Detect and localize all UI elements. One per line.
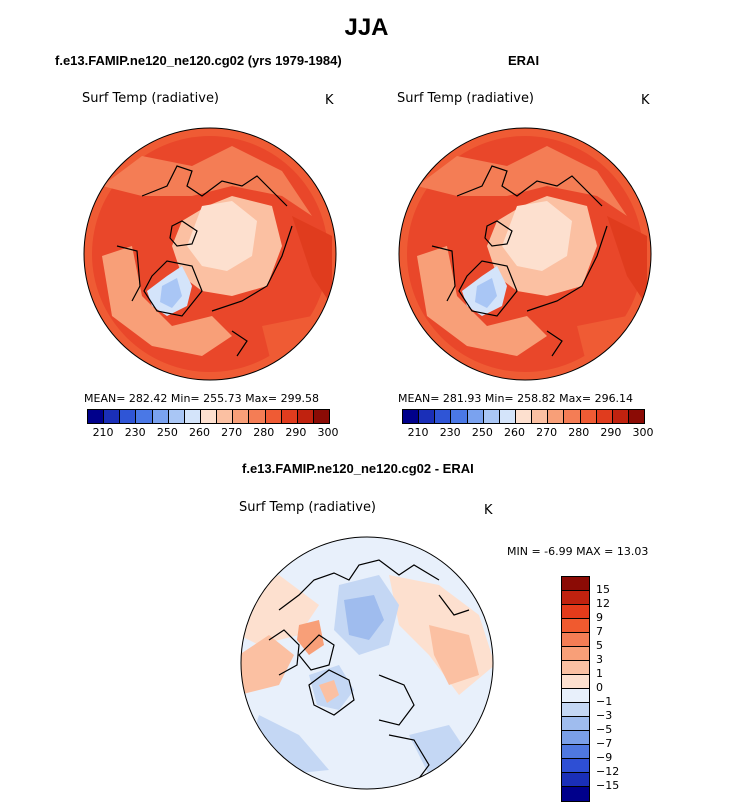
colorbar-swatch (564, 410, 581, 423)
colorbar-swatch (562, 731, 589, 745)
obs-colorbar-labels: 210 230 250 260 270 280 290 300 (402, 426, 654, 440)
colorbar-tick-label: 290 (600, 426, 622, 439)
colorbar-swatch (562, 773, 589, 787)
colorbar-tick-label: 210 (92, 426, 114, 439)
colorbar-swatch (120, 410, 137, 423)
colorbar-tick-label: −5 (596, 723, 613, 736)
diff-polar-map (240, 536, 494, 790)
colorbar-tick-label: −15 (596, 779, 620, 792)
model-stats: MEAN= 282.42 Min= 255.73 Max= 299.58 (84, 392, 320, 405)
colorbar-tick-label: −3 (596, 709, 613, 722)
colorbar-swatch (403, 410, 420, 423)
obs-colorbar (402, 409, 645, 424)
diff-stats: MIN = -6.99 MAX = 13.03 (507, 545, 649, 558)
colorbar-swatch (548, 410, 565, 423)
colorbar-swatch (532, 410, 549, 423)
colorbar-tick-label: 260 (188, 426, 210, 439)
colorbar-tick-label: 230 (124, 426, 146, 439)
colorbar-tick-label: 260 (503, 426, 525, 439)
obs-polar-map (398, 127, 652, 381)
colorbar-tick-label: 280 (568, 426, 590, 439)
colorbar-tick-label: −7 (596, 737, 613, 750)
colorbar-tick-label: 300 (632, 426, 654, 439)
obs-variable-label: Surf Temp (radiative) (397, 91, 535, 106)
colorbar-tick-label: 210 (407, 426, 429, 439)
colorbar-tick-label: 230 (439, 426, 461, 439)
diff-variable-label: Surf Temp (radiative) (239, 500, 377, 515)
colorbar-tick-label: 1 (596, 667, 603, 680)
diff-colorbar-labels: 15 12 9 7 5 3 1 0 −1 −3 −5 −7 −9 −12 −15 (596, 576, 636, 802)
colorbar-tick-label: 280 (253, 426, 275, 439)
model-polar-map (83, 127, 337, 381)
colorbar-swatch (451, 410, 468, 423)
colorbar-tick-label: 9 (596, 611, 603, 624)
colorbar-tick-label: 300 (317, 426, 339, 439)
colorbar-tick-label: 12 (596, 597, 610, 610)
colorbar-tick-label: 3 (596, 653, 603, 666)
figure-title: JJA (344, 14, 389, 41)
colorbar-swatch (313, 410, 330, 423)
colorbar-swatch (562, 745, 589, 759)
model-colorbar (87, 409, 330, 424)
colorbar-tick-label: −1 (596, 695, 613, 708)
diff-colorbar (561, 576, 590, 802)
model-unit-label: K (325, 93, 334, 108)
colorbar-swatch (562, 689, 589, 703)
colorbar-tick-label: 250 (156, 426, 178, 439)
colorbar-swatch (483, 410, 500, 423)
colorbar-swatch (562, 717, 589, 731)
colorbar-swatch (562, 703, 589, 717)
colorbar-swatch (562, 675, 589, 689)
colorbar-swatch (200, 410, 218, 423)
colorbar-swatch (467, 410, 484, 423)
colorbar-tick-label: 270 (536, 426, 558, 439)
colorbar-tick-label: 290 (285, 426, 307, 439)
colorbar-swatch (419, 410, 436, 423)
colorbar-tick-label: 250 (471, 426, 493, 439)
colorbar-swatch (281, 410, 298, 423)
diff-panel-title: f.e13.FAMIP.ne120_ne120.cg02 - ERAI (242, 461, 474, 476)
colorbar-swatch (562, 633, 589, 647)
colorbar-swatch (435, 410, 452, 423)
colorbar-swatch (168, 410, 185, 423)
colorbar-tick-label: 5 (596, 639, 603, 652)
diff-unit-label: K (484, 503, 493, 518)
colorbar-swatch (562, 591, 589, 605)
colorbar-swatch (104, 410, 121, 423)
colorbar-swatch (562, 661, 589, 675)
colorbar-swatch (152, 410, 169, 423)
model-colorbar-labels: 210 230 250 260 270 280 290 300 (87, 426, 339, 440)
colorbar-swatch (297, 410, 314, 423)
colorbar-tick-label: −9 (596, 751, 613, 764)
colorbar-tick-label: 270 (221, 426, 243, 439)
model-panel-title: f.e13.FAMIP.ne120_ne120.cg02 (yrs 1979-1… (55, 53, 342, 68)
colorbar-swatch (562, 577, 589, 591)
colorbar-swatch (217, 410, 234, 423)
colorbar-swatch (580, 410, 597, 423)
model-variable-label: Surf Temp (radiative) (82, 91, 220, 106)
colorbar-swatch (88, 410, 105, 423)
colorbar-swatch (265, 410, 282, 423)
colorbar-swatch (249, 410, 266, 423)
obs-unit-label: K (641, 93, 650, 108)
obs-stats: MEAN= 281.93 Min= 258.82 Max= 296.14 (398, 392, 634, 405)
colorbar-swatch (499, 410, 516, 423)
colorbar-swatch (562, 619, 589, 633)
colorbar-swatch (628, 410, 645, 423)
colorbar-tick-label: −12 (596, 765, 620, 778)
colorbar-tick-label: 7 (596, 625, 603, 638)
obs-panel-title: ERAI (508, 53, 540, 68)
colorbar-swatch (562, 605, 589, 619)
colorbar-tick-label: 0 (596, 681, 603, 694)
colorbar-swatch (184, 410, 201, 423)
colorbar-tick-label: 15 (596, 583, 610, 596)
colorbar-swatch (136, 410, 153, 423)
colorbar-swatch (612, 410, 629, 423)
colorbar-swatch (562, 787, 589, 801)
colorbar-swatch (562, 647, 589, 661)
colorbar-swatch (596, 410, 613, 423)
colorbar-swatch (515, 410, 533, 423)
colorbar-swatch (233, 410, 250, 423)
colorbar-swatch (562, 759, 589, 773)
